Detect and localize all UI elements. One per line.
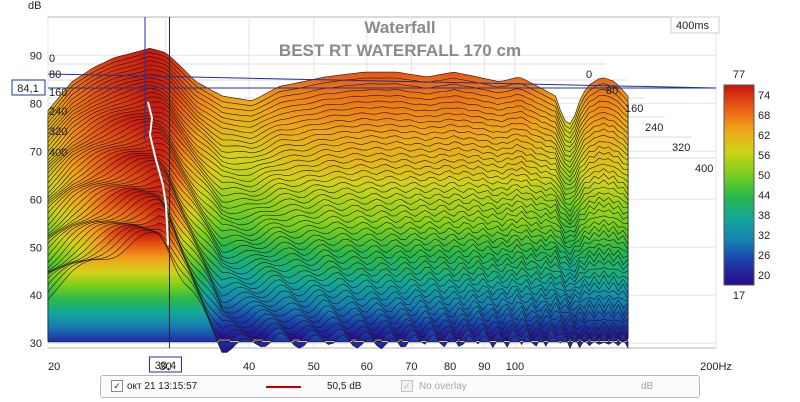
y-tick-label: 60 bbox=[30, 194, 42, 206]
colorbar-tick-label: 74 bbox=[758, 90, 770, 102]
colorbar-tick-label: 38 bbox=[758, 210, 770, 222]
cursor-y-box bbox=[11, 79, 46, 96]
colorbar-tick-label: 56 bbox=[758, 150, 770, 162]
entry-line-swatch bbox=[266, 386, 301, 388]
y-tick-label: 40 bbox=[30, 290, 42, 302]
time-span-label: 400ms bbox=[676, 20, 710, 32]
time-tick-right: 240 bbox=[645, 122, 663, 134]
cursor-depth-line bbox=[47, 73, 717, 89]
entry-checkbox[interactable]: ✓ bbox=[111, 380, 123, 392]
cursor-y-label: 84,1 bbox=[17, 83, 38, 95]
cursor-x-box bbox=[148, 356, 182, 373]
waterfall-slice bbox=[47, 231, 629, 353]
y-tick-label: 70 bbox=[30, 146, 42, 158]
colorbar-tick-label: 50 bbox=[758, 170, 770, 182]
x-tick-label: 50 bbox=[308, 361, 320, 373]
x-tick-label: 70 bbox=[405, 361, 417, 373]
chart-subtitle: BEST RT WATERFALL 170 cm bbox=[279, 41, 521, 60]
time-tick-right: 80 bbox=[606, 85, 618, 97]
time-span-box bbox=[670, 16, 720, 34]
x-tick-label: 200Hz bbox=[700, 361, 732, 373]
y-axis-label: dB bbox=[28, 0, 41, 12]
time-tick-left: 400 bbox=[49, 147, 67, 159]
time-tick-left: 0 bbox=[49, 53, 55, 65]
colorbar-tick-label: 26 bbox=[758, 250, 770, 262]
time-tick-left: 160 bbox=[49, 87, 67, 99]
x-tick-label: 20 bbox=[48, 361, 60, 373]
time-tick-left: 320 bbox=[49, 126, 67, 138]
colorbar-tick-label: 68 bbox=[758, 110, 770, 122]
cursor-x-label: 30,4 bbox=[155, 360, 176, 372]
colorbar-tick-label: 62 bbox=[758, 130, 770, 142]
entry-value: 50,5 dB bbox=[327, 381, 362, 392]
time-tick-right: 0 bbox=[586, 69, 592, 81]
time-tick-right: 400 bbox=[695, 163, 713, 175]
time-tick-right: 320 bbox=[672, 142, 690, 154]
x-tick-label: 90 bbox=[478, 361, 490, 373]
colorbar-tick-label: 44 bbox=[758, 190, 770, 202]
x-tick-label: 40 bbox=[243, 361, 255, 373]
colorbar-min-label: 17 bbox=[733, 290, 745, 302]
x-tick-label: 30 bbox=[160, 361, 172, 373]
x-tick-label: 80 bbox=[444, 361, 456, 373]
y-tick-label: 90 bbox=[30, 50, 42, 62]
y-tick-label: 30 bbox=[30, 338, 42, 350]
chart-title: Waterfall bbox=[364, 18, 435, 37]
y-tick-label: 50 bbox=[30, 242, 42, 254]
y-tick-label: 80 bbox=[30, 98, 42, 110]
time-tick-right: 160 bbox=[625, 103, 643, 115]
colorbar-tick-label: 20 bbox=[758, 270, 770, 282]
time-tick-left: 80 bbox=[49, 69, 61, 81]
colorbar-max-label: 77 bbox=[733, 69, 745, 81]
legend-bar: ✓ окт 21 13:15:57 50,5 dB ✓ No overlay d… bbox=[100, 375, 700, 398]
time-tick-left: 240 bbox=[49, 106, 67, 118]
x-tick-label: 60 bbox=[361, 361, 373, 373]
colorbar-tick-label: 32 bbox=[758, 230, 770, 242]
x-tick-label: 100 bbox=[506, 361, 524, 373]
entry-name: окт 21 13:15:57 bbox=[127, 381, 198, 392]
peak-trace bbox=[147, 101, 169, 246]
overlay-checkbox[interactable]: ✓ bbox=[401, 380, 413, 392]
colorbar bbox=[723, 84, 755, 286]
unit-label: dB bbox=[641, 381, 654, 392]
overlay-label: No overlay bbox=[419, 381, 467, 392]
